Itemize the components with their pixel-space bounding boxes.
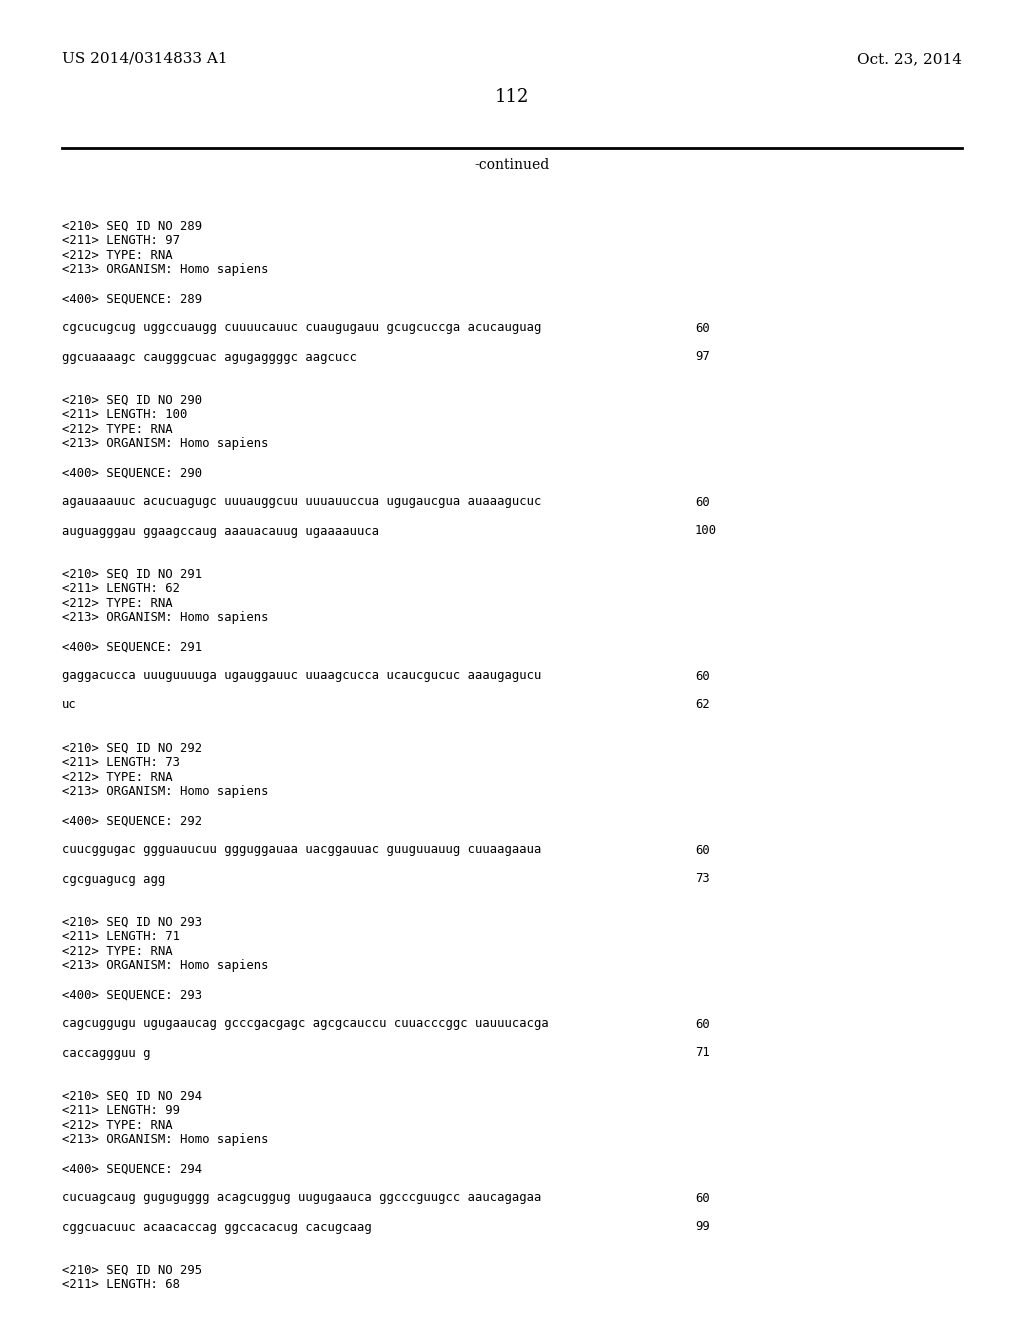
Text: <211> LENGTH: 99: <211> LENGTH: 99: [62, 1105, 180, 1118]
Text: <213> ORGANISM: Homo sapiens: <213> ORGANISM: Homo sapiens: [62, 1134, 268, 1147]
Text: 73: 73: [695, 873, 710, 886]
Text: 112: 112: [495, 88, 529, 106]
Text: 60: 60: [695, 495, 710, 508]
Text: <210> SEQ ID NO 295: <210> SEQ ID NO 295: [62, 1265, 202, 1276]
Text: <400> SEQUENCE: 292: <400> SEQUENCE: 292: [62, 814, 202, 828]
Text: ggcuaaaagc caugggcuac agugaggggc aagcucc: ggcuaaaagc caugggcuac agugaggggc aagcucc: [62, 351, 357, 363]
Text: <212> TYPE: RNA: <212> TYPE: RNA: [62, 945, 173, 958]
Text: <212> TYPE: RNA: <212> TYPE: RNA: [62, 249, 173, 261]
Text: <211> LENGTH: 68: <211> LENGTH: 68: [62, 1279, 180, 1291]
Text: <212> TYPE: RNA: <212> TYPE: RNA: [62, 597, 173, 610]
Text: caccaggguu g: caccaggguu g: [62, 1047, 151, 1060]
Text: <211> LENGTH: 62: <211> LENGTH: 62: [62, 582, 180, 595]
Text: <213> ORGANISM: Homo sapiens: <213> ORGANISM: Homo sapiens: [62, 611, 268, 624]
Text: 62: 62: [695, 698, 710, 711]
Text: <213> ORGANISM: Homo sapiens: <213> ORGANISM: Homo sapiens: [62, 785, 268, 799]
Text: 60: 60: [695, 843, 710, 857]
Text: <213> ORGANISM: Homo sapiens: <213> ORGANISM: Homo sapiens: [62, 264, 268, 276]
Text: cggcuacuuc acaacaccag ggccacacug cacugcaag: cggcuacuuc acaacaccag ggccacacug cacugca…: [62, 1221, 372, 1233]
Text: cagcuggugu ugugaaucag gcccgacgagc agcgcauccu cuuacccggc uauuucacga: cagcuggugu ugugaaucag gcccgacgagc agcgca…: [62, 1018, 549, 1031]
Text: <211> LENGTH: 100: <211> LENGTH: 100: [62, 408, 187, 421]
Text: cuucggugac ggguauucuu ggguggauaa uacggauuac guuguuauug cuuaagaaua: cuucggugac ggguauucuu ggguggauaa uacggau…: [62, 843, 542, 857]
Text: cgcucugcug uggccuaugg cuuuucauuc cuaugugauu gcugcuccga acucauguag: cgcucugcug uggccuaugg cuuuucauuc cuaugug…: [62, 322, 542, 334]
Text: cgcguagucg agg: cgcguagucg agg: [62, 873, 165, 886]
Text: <211> LENGTH: 71: <211> LENGTH: 71: [62, 931, 180, 944]
Text: <400> SEQUENCE: 289: <400> SEQUENCE: 289: [62, 293, 202, 305]
Text: <210> SEQ ID NO 293: <210> SEQ ID NO 293: [62, 916, 202, 929]
Text: <210> SEQ ID NO 292: <210> SEQ ID NO 292: [62, 742, 202, 755]
Text: <400> SEQUENCE: 294: <400> SEQUENCE: 294: [62, 1163, 202, 1176]
Text: 97: 97: [695, 351, 710, 363]
Text: 99: 99: [695, 1221, 710, 1233]
Text: <211> LENGTH: 73: <211> LENGTH: 73: [62, 756, 180, 770]
Text: 60: 60: [695, 669, 710, 682]
Text: <213> ORGANISM: Homo sapiens: <213> ORGANISM: Homo sapiens: [62, 437, 268, 450]
Text: <210> SEQ ID NO 291: <210> SEQ ID NO 291: [62, 568, 202, 581]
Text: <212> TYPE: RNA: <212> TYPE: RNA: [62, 1119, 173, 1133]
Text: 100: 100: [695, 524, 717, 537]
Text: <210> SEQ ID NO 289: <210> SEQ ID NO 289: [62, 220, 202, 234]
Text: 60: 60: [695, 1192, 710, 1204]
Text: <212> TYPE: RNA: <212> TYPE: RNA: [62, 422, 173, 436]
Text: <210> SEQ ID NO 294: <210> SEQ ID NO 294: [62, 1090, 202, 1104]
Text: 60: 60: [695, 1018, 710, 1031]
Text: <400> SEQUENCE: 290: <400> SEQUENCE: 290: [62, 466, 202, 479]
Text: <400> SEQUENCE: 291: <400> SEQUENCE: 291: [62, 640, 202, 653]
Text: agauaaauuc acucuagugc uuuauggcuu uuuauuccua ugugaucgua auaaagucuc: agauaaauuc acucuagugc uuuauggcuu uuuauuc…: [62, 495, 542, 508]
Text: Oct. 23, 2014: Oct. 23, 2014: [857, 51, 962, 66]
Text: -continued: -continued: [474, 158, 550, 172]
Text: <213> ORGANISM: Homo sapiens: <213> ORGANISM: Homo sapiens: [62, 960, 268, 973]
Text: uc: uc: [62, 698, 77, 711]
Text: <212> TYPE: RNA: <212> TYPE: RNA: [62, 771, 173, 784]
Text: <211> LENGTH: 97: <211> LENGTH: 97: [62, 235, 180, 248]
Text: US 2014/0314833 A1: US 2014/0314833 A1: [62, 51, 227, 66]
Text: 71: 71: [695, 1047, 710, 1060]
Text: gaggacucca uuuguuuuga ugauggauuc uuaagcucca ucaucgucuc aaaugagucu: gaggacucca uuuguuuuga ugauggauuc uuaagcu…: [62, 669, 542, 682]
Text: <400> SEQUENCE: 293: <400> SEQUENCE: 293: [62, 989, 202, 1002]
Text: cucuagcaug guguguggg acagcuggug uugugaauca ggcccguugcc aaucagagaa: cucuagcaug guguguggg acagcuggug uugugaau…: [62, 1192, 542, 1204]
Text: 60: 60: [695, 322, 710, 334]
Text: <210> SEQ ID NO 290: <210> SEQ ID NO 290: [62, 393, 202, 407]
Text: auguagggau ggaagccaug aaauacauug ugaaaauuca: auguagggau ggaagccaug aaauacauug ugaaaau…: [62, 524, 379, 537]
